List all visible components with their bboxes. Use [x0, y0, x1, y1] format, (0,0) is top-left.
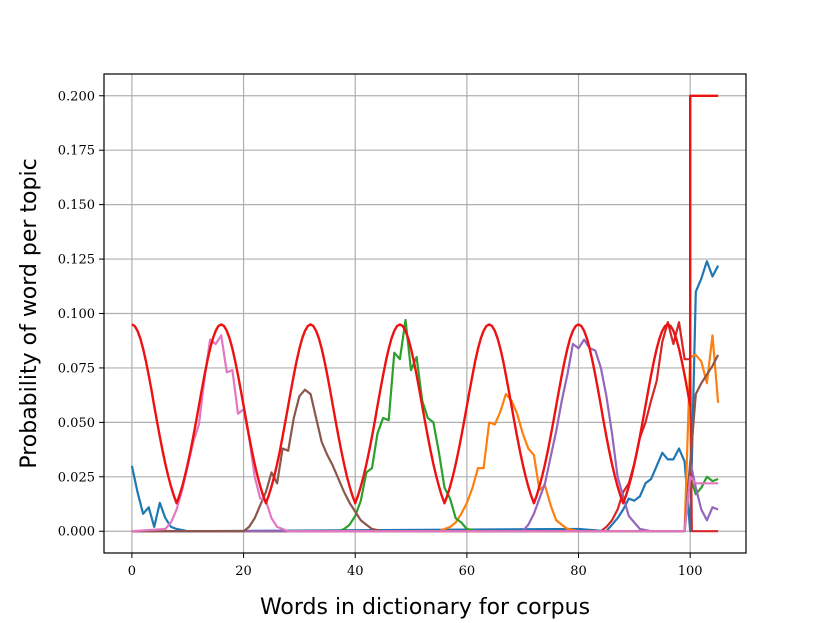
- y-tick-label: 0.150: [58, 198, 95, 213]
- x-axis-ticks: 0 20 40 60 80 100: [128, 553, 703, 579]
- y-tick-label: 0.000: [58, 525, 95, 540]
- x-tick-label: 40: [347, 564, 364, 579]
- y-tick-label: 0.100: [58, 307, 95, 322]
- series-line-1: [130, 260, 720, 533]
- series-line-4: [131, 321, 719, 533]
- y-tick-label: 0.175: [58, 144, 95, 159]
- y-tick-label: 0.125: [58, 253, 95, 268]
- y-tick-label: 0.050: [58, 416, 95, 431]
- x-axis-label: Words in dictionary for corpus: [260, 595, 590, 620]
- x-tick-label: 20: [235, 564, 252, 579]
- series-lines: [130, 260, 720, 533]
- x-tick-label: 0: [128, 564, 136, 579]
- reference-curve: [131, 94, 719, 505]
- y-tick-label: 0.200: [58, 89, 95, 104]
- x-tick-label: 60: [459, 564, 476, 579]
- series-line-2: [131, 334, 720, 533]
- x-tick-label: 100: [678, 564, 703, 579]
- series-line-7: [131, 334, 719, 533]
- y-axis-label: Probability of word per topic: [17, 158, 42, 468]
- reference-curve-line: [131, 94, 719, 505]
- x-tick-label: 80: [570, 564, 587, 579]
- series-line-6: [131, 354, 720, 533]
- y-axis-ticks: 0.000 0.025 0.050 0.075 0.100 0.125 0.150 0.175…: [58, 89, 104, 540]
- y-tick-label: 0.025: [58, 470, 95, 485]
- y-tick-label: 0.075: [58, 361, 95, 376]
